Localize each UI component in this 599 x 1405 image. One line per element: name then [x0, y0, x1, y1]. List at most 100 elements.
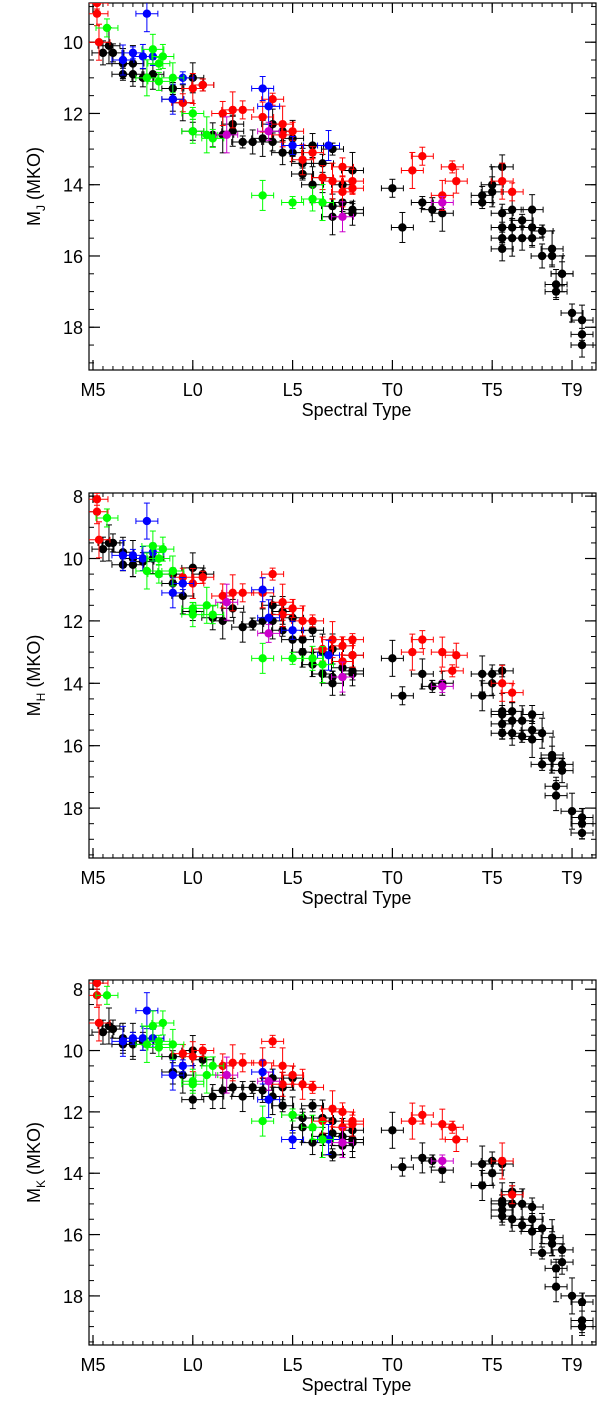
point-marker: [328, 635, 337, 644]
point-marker: [148, 45, 158, 54]
data-points: [89, 3, 594, 358]
y-axis-label: MH (MKO): [24, 635, 48, 717]
point-marker: [577, 315, 587, 325]
point-marker: [448, 1123, 457, 1132]
data-point: [257, 121, 281, 141]
point-marker: [278, 1101, 287, 1110]
point-marker: [222, 597, 231, 607]
point-marker: [497, 1211, 507, 1221]
point-marker: [308, 1123, 317, 1132]
point-marker: [308, 626, 317, 635]
point-marker: [418, 669, 427, 679]
data-point: [390, 211, 414, 243]
point-marker: [537, 226, 547, 236]
data-point: [570, 332, 594, 358]
data-point: [331, 1127, 354, 1159]
point-marker: [264, 1095, 273, 1104]
data-point: [215, 116, 239, 154]
data-point: [540, 736, 564, 774]
data-point: [480, 166, 504, 204]
data-point: [281, 1108, 305, 1122]
x-tick-label: T5: [482, 1355, 503, 1375]
point-marker: [94, 1018, 104, 1028]
point-marker: [228, 1083, 237, 1092]
y-axis-label-unit: (MKO): [24, 635, 44, 693]
point-marker: [288, 1070, 297, 1080]
data-point: [544, 285, 568, 299]
point-marker: [238, 622, 247, 632]
point-marker: [348, 669, 357, 679]
data-point: [89, 23, 111, 61]
data-point: [440, 160, 464, 174]
point-marker: [398, 691, 407, 700]
point-marker: [338, 162, 347, 172]
point-marker: [158, 52, 168, 61]
point-marker: [328, 1150, 337, 1160]
point-marker: [142, 9, 152, 18]
data-point: [510, 705, 534, 737]
point-marker: [507, 688, 517, 697]
data-point: [251, 101, 275, 133]
data-point: [135, 3, 159, 33]
point-marker: [527, 233, 537, 243]
data-point: [91, 536, 115, 562]
point-marker: [328, 1129, 337, 1138]
data-point: [201, 1056, 225, 1076]
data-point: [257, 1071, 281, 1091]
data-point: [440, 1120, 464, 1134]
point-marker: [128, 48, 138, 58]
data-point: [161, 62, 185, 94]
point-marker: [328, 1104, 337, 1114]
data-point: [161, 555, 185, 587]
point-marker: [148, 541, 158, 551]
point-marker: [328, 176, 337, 186]
y-axis-label-sub: K: [34, 1180, 48, 1188]
point-marker: [338, 212, 347, 221]
point-marker: [142, 1006, 152, 1015]
point-marker: [238, 1092, 247, 1101]
x-tick-label: L5: [283, 380, 303, 400]
point-marker: [188, 1095, 197, 1104]
data-point: [161, 1059, 185, 1091]
data-point: [147, 552, 171, 566]
point-marker: [154, 554, 164, 563]
point-marker: [238, 588, 247, 598]
point-marker: [258, 191, 267, 200]
point-marker: [198, 1055, 207, 1064]
data-point: [271, 105, 295, 143]
data-point: [251, 1077, 275, 1103]
point-marker: [138, 554, 148, 563]
x-tick-label: M5: [80, 1355, 105, 1375]
point-marker: [268, 601, 277, 610]
point-marker: [92, 507, 102, 516]
y-axis-label-main: M: [24, 211, 44, 226]
y-axis-label: MJ (MKO): [24, 147, 48, 226]
data-point: [500, 683, 524, 703]
data-point: [311, 646, 335, 684]
point-marker: [488, 1169, 497, 1178]
point-marker: [507, 205, 517, 214]
point-marker: [202, 601, 211, 610]
data-point: [331, 661, 354, 693]
data-point: [89, 499, 109, 525]
point-marker: [348, 635, 357, 644]
point-marker: [218, 591, 227, 601]
data-point: [89, 3, 109, 27]
point-marker: [208, 1061, 217, 1071]
point-marker: [168, 95, 178, 104]
data-point: [95, 985, 119, 1005]
data-point: [215, 1056, 239, 1094]
point-marker: [248, 619, 257, 629]
point-marker: [551, 1282, 561, 1291]
point-marker: [567, 308, 577, 318]
data-point: [311, 1120, 335, 1158]
x-tick-label: L0: [183, 868, 203, 888]
data-point: [201, 128, 225, 148]
point-marker: [488, 180, 497, 189]
data-point: [544, 780, 568, 812]
point-marker: [278, 119, 287, 129]
data-point: [151, 43, 175, 69]
point-marker: [438, 682, 447, 691]
y-axis-label-main: M: [24, 1188, 44, 1203]
data-point: [181, 118, 205, 144]
